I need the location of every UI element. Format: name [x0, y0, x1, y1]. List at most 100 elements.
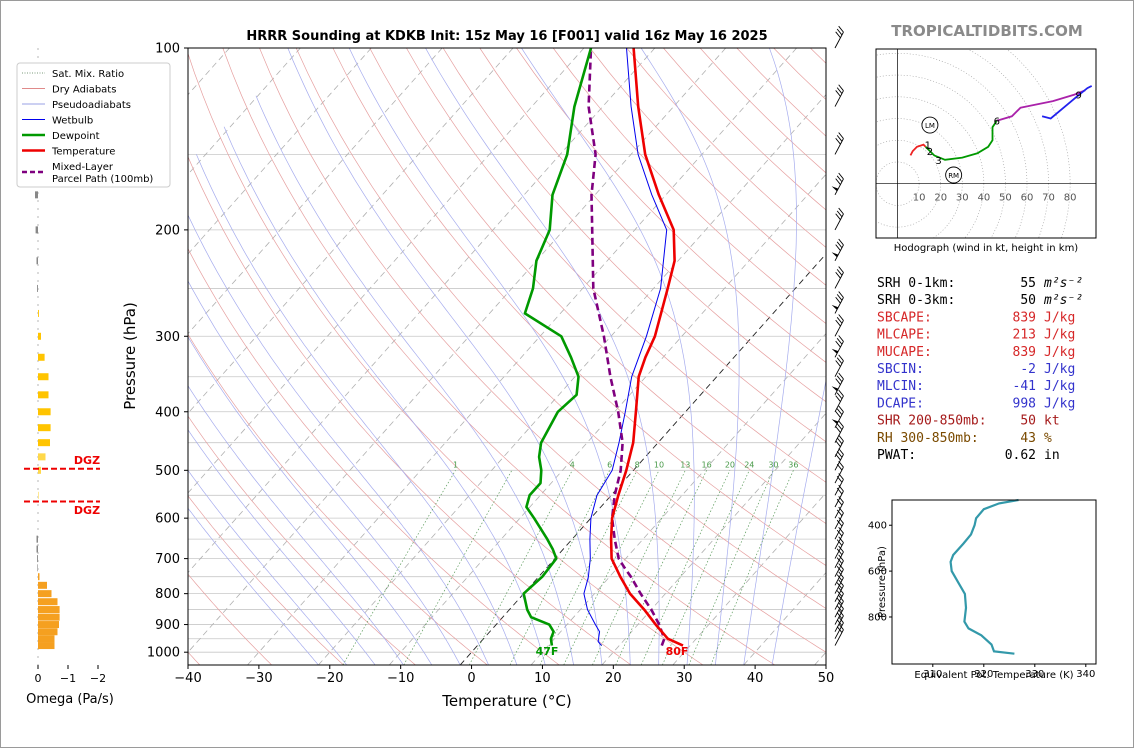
isotherm: [743, 571, 826, 665]
mixing-ratio-label: 36: [788, 460, 798, 469]
pseudoadiabat: [771, 378, 826, 665]
theta-e-x-tick-label: 310: [923, 669, 942, 680]
legend-label: Pseudoadiabats: [52, 100, 131, 111]
mixing-ratio-line: [539, 470, 638, 665]
hodograph-segment: [996, 89, 1086, 122]
theta-e-x-tick-label: 320: [974, 669, 993, 680]
isotherm: [188, 48, 727, 653]
hodograph-ring-label: 60: [1021, 193, 1034, 204]
surface-temp-label: 80F: [666, 645, 689, 658]
legend-label: Parcel Path (100mb): [52, 174, 153, 185]
omega-tick-label: 0: [35, 672, 42, 685]
index-name: MLCIN:: [877, 379, 924, 394]
dry-adiabat: [188, 573, 272, 665]
x-tick-label: −10: [387, 671, 414, 686]
isotherm: [459, 253, 826, 665]
index-value: 43: [1020, 431, 1036, 446]
mixing-ratio-label: 30: [768, 460, 778, 469]
mixing-ratio-label: 10: [654, 460, 664, 469]
omega-xlabel: Omega (Pa/s): [26, 692, 114, 707]
index-unit: J/kg: [1044, 310, 1075, 325]
index-unit: J/kg: [1044, 379, 1075, 394]
skewt-plot-area: [187, 47, 827, 666]
mixing-ratio-line: [640, 470, 731, 665]
index-name: MUCAPE:: [877, 345, 932, 360]
pseudoadiabat: [188, 280, 461, 665]
pseudoadiabat: [255, 95, 574, 665]
omega-bar: [37, 564, 38, 572]
sounding-indices: SRH 0-1km: 55 m²s⁻² SRH 0-3km: 50 m²s⁻² SBCAPE…: [877, 276, 1083, 463]
index-value: 55: [1020, 276, 1036, 291]
wind-barb: [834, 207, 844, 231]
parcel-path-line: [587, 48, 666, 647]
omega-bar: [38, 373, 49, 381]
hodograph-height-label: 3: [935, 156, 941, 167]
index-name: SRH 0-3km:: [877, 293, 955, 308]
x-tick-label: 20: [605, 671, 622, 686]
pseudoadiabat: [223, 126, 546, 665]
index-unit: kt: [1044, 414, 1060, 429]
pseudoadiabat: [196, 154, 518, 665]
storm-motion-label: RM: [948, 172, 959, 180]
x-tick-label: 10: [534, 671, 551, 686]
hodograph-frame: [875, 48, 1097, 239]
isotherm: [247, 48, 797, 665]
dry-adiabat: [188, 333, 488, 665]
theta-e-ylabel: Pressure (hPa): [877, 546, 888, 618]
wind-pennant: [831, 252, 839, 258]
hodograph-grid: 10 20 30 40 50 60 70 80: [876, 49, 1096, 238]
dry-adiabat: [332, 48, 826, 567]
mixing-ratio-line: [403, 470, 513, 665]
dewpoint-line: [522, 48, 593, 646]
omega-bar: [36, 535, 38, 543]
index-unit: J/kg: [1044, 345, 1075, 360]
theta-e-x-tick-label: 330: [1025, 669, 1044, 680]
hodograph-ring-label: 50: [999, 193, 1012, 204]
index-unit: in: [1044, 448, 1060, 463]
pseudoadiabat: [188, 214, 489, 665]
x-tick-label: 30: [676, 671, 693, 686]
mixing-ratio-label: 4: [570, 460, 575, 469]
p-tick-label: 300: [155, 330, 180, 345]
wind-barb: [834, 84, 844, 107]
skewt-axes: −40 −30 −20 −10 0 10 20 30 40 50 100 200 300 400 500 60…: [147, 42, 834, 687]
dry-adiabat: [222, 48, 776, 665]
surface-dew-label: 47F: [536, 645, 559, 658]
temperature-line: [609, 48, 684, 647]
theta-e-x-tick-label: 340: [1076, 669, 1095, 680]
pseudoadiabat: [188, 507, 319, 665]
isotherm: [318, 94, 826, 665]
mixing-ratio-line: [509, 470, 611, 665]
theta-e-frame: [891, 499, 1097, 665]
hodograph-height-label: 1: [925, 141, 931, 152]
dgz-label-bottom: DGZ: [74, 504, 100, 517]
mixing-ratio-label: 16: [702, 460, 712, 469]
wind-barb: [834, 460, 844, 484]
index-name: PWAT:: [877, 448, 916, 463]
pseudoadiabat: [743, 48, 797, 665]
wind-barb: [834, 132, 844, 155]
theta-e-y-tick-label: 800: [868, 612, 887, 623]
dgz-label-top: DGZ: [74, 454, 100, 467]
mixing-ratio-line: [688, 470, 774, 665]
hodograph-ring-label: 40: [977, 193, 990, 204]
isotherm: [188, 48, 585, 494]
wind-barb: [834, 434, 844, 458]
x-tick-label: −30: [245, 671, 272, 686]
wind-pennant: [831, 186, 839, 192]
wind-pennant: [831, 386, 839, 392]
omega-bar: [38, 581, 47, 589]
index-name: MLCAPE:: [877, 328, 932, 343]
hodograph-ring-label: 20: [934, 193, 947, 204]
wind-barb: [831, 238, 844, 262]
dry-adiabat: [442, 48, 826, 443]
index-value: 50: [1020, 414, 1036, 429]
dry-adiabat: [516, 48, 826, 363]
mixing-ratio-label: 8: [635, 460, 640, 469]
wind-barb: [831, 335, 844, 358]
omega-bar: [38, 573, 40, 581]
pseudoadiabat: [188, 429, 376, 665]
omega-bar: [36, 545, 38, 553]
p-tick-label: 600: [155, 512, 180, 527]
wind-pennant: [831, 304, 839, 310]
